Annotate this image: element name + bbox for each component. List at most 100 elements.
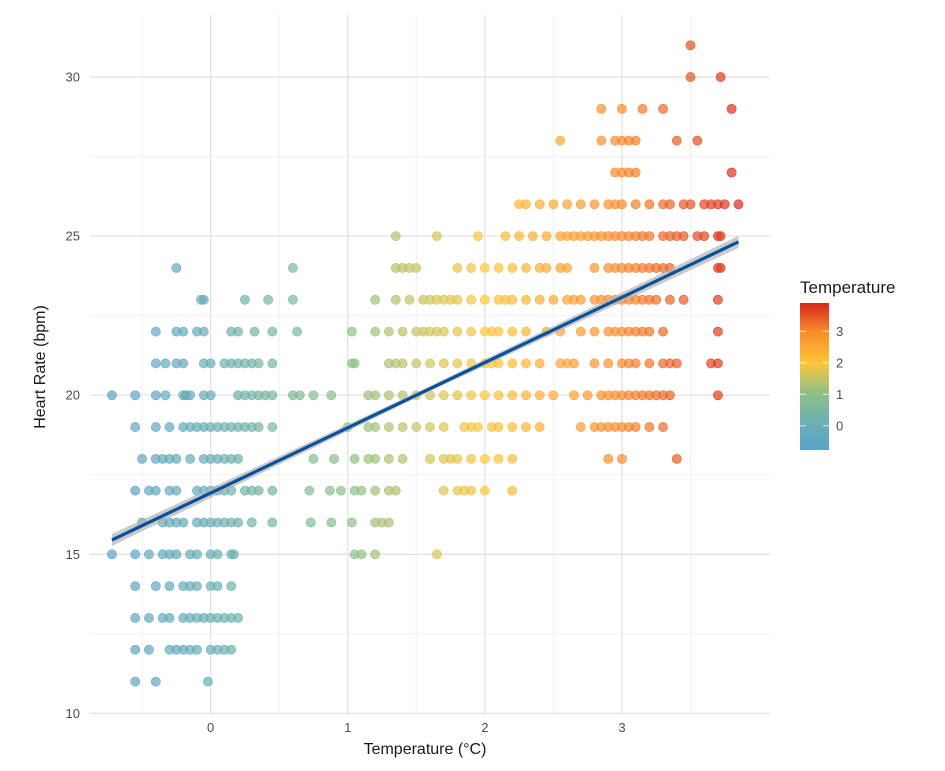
data-point bbox=[665, 199, 675, 210]
data-point bbox=[452, 263, 463, 273]
data-point bbox=[288, 294, 298, 305]
x-axis-title: Temperature (°C) bbox=[364, 741, 487, 758]
data-point bbox=[479, 485, 490, 496]
data-point bbox=[178, 517, 189, 528]
data-point bbox=[617, 103, 627, 114]
data-point bbox=[150, 358, 161, 369]
data-point bbox=[665, 294, 675, 305]
data-point bbox=[150, 422, 161, 432]
data-point bbox=[294, 390, 305, 401]
data-point bbox=[582, 390, 593, 401]
data-point bbox=[452, 294, 463, 305]
data-point bbox=[438, 390, 449, 401]
data-point bbox=[346, 517, 357, 528]
data-point bbox=[370, 453, 381, 464]
y-tick-label: 25 bbox=[66, 229, 80, 244]
data-point bbox=[383, 453, 394, 464]
data-point bbox=[589, 358, 600, 369]
color-legend: Temperature 0 1 2 3 bbox=[800, 278, 895, 450]
data-point bbox=[335, 485, 346, 496]
data-point bbox=[493, 390, 504, 401]
data-point bbox=[411, 358, 422, 369]
x-tick-label: 0 bbox=[207, 720, 214, 735]
data-point bbox=[658, 422, 668, 432]
legend-tick-label: 0 bbox=[836, 418, 843, 433]
data-point bbox=[438, 358, 449, 369]
data-point bbox=[198, 326, 209, 337]
data-point bbox=[253, 485, 264, 496]
data-point bbox=[575, 199, 586, 210]
data-point bbox=[267, 326, 278, 337]
data-point bbox=[493, 326, 504, 337]
data-point bbox=[521, 326, 531, 337]
data-point bbox=[630, 358, 641, 369]
data-point bbox=[383, 390, 394, 401]
data-point bbox=[685, 199, 696, 210]
data-point bbox=[685, 40, 696, 51]
data-point bbox=[671, 453, 682, 464]
data-point bbox=[212, 581, 223, 592]
data-point bbox=[171, 549, 182, 560]
data-point bbox=[397, 326, 408, 337]
legend-tick-label: 1 bbox=[836, 387, 843, 402]
data-point bbox=[326, 517, 337, 528]
data-point bbox=[589, 263, 600, 273]
data-point bbox=[589, 199, 600, 210]
data-point bbox=[205, 358, 216, 369]
data-point bbox=[630, 422, 641, 432]
data-point bbox=[130, 422, 141, 432]
legend-ticks: 0 1 2 3 bbox=[800, 324, 843, 433]
data-point bbox=[233, 517, 243, 528]
data-point bbox=[452, 453, 463, 464]
data-point bbox=[473, 231, 483, 242]
data-point bbox=[160, 358, 171, 369]
y-tick-label: 15 bbox=[66, 547, 80, 562]
data-point bbox=[160, 390, 171, 401]
data-point bbox=[541, 263, 552, 273]
data-point bbox=[304, 485, 315, 496]
data-point bbox=[411, 422, 422, 432]
data-point bbox=[253, 358, 264, 369]
data-point bbox=[713, 294, 723, 305]
data-point bbox=[292, 326, 302, 337]
data-point bbox=[521, 390, 531, 401]
data-point bbox=[137, 453, 147, 464]
data-point bbox=[651, 294, 662, 305]
data-point bbox=[438, 326, 449, 337]
data-point bbox=[397, 453, 408, 464]
data-point bbox=[569, 390, 579, 401]
y-axis-title: Heart Rate (bpm) bbox=[32, 305, 49, 429]
data-point bbox=[534, 422, 545, 432]
data-point bbox=[325, 485, 335, 496]
data-point bbox=[185, 453, 195, 464]
data-point bbox=[534, 294, 545, 305]
data-point bbox=[171, 263, 182, 273]
data-point bbox=[630, 167, 641, 178]
data-point bbox=[562, 199, 572, 210]
data-point bbox=[130, 485, 141, 496]
data-point bbox=[130, 644, 141, 655]
data-point bbox=[671, 358, 682, 369]
y-axis-ticks: 10 15 20 25 30 bbox=[66, 70, 80, 721]
x-tick-label: 1 bbox=[344, 720, 351, 735]
data-point bbox=[267, 517, 278, 528]
data-point bbox=[507, 390, 518, 401]
data-point bbox=[678, 294, 689, 305]
data-point bbox=[150, 326, 161, 337]
x-tick-label: 3 bbox=[618, 720, 625, 735]
data-point bbox=[308, 453, 319, 464]
data-point bbox=[263, 294, 274, 305]
data-point bbox=[527, 231, 538, 242]
data-point bbox=[596, 135, 607, 146]
data-point bbox=[370, 294, 381, 305]
data-point bbox=[548, 390, 559, 401]
data-point bbox=[164, 581, 175, 592]
data-point bbox=[575, 422, 586, 432]
data-point bbox=[253, 422, 264, 432]
data-point bbox=[192, 549, 202, 560]
data-point bbox=[534, 358, 545, 369]
data-point bbox=[425, 358, 435, 369]
data-point bbox=[438, 485, 449, 496]
data-point bbox=[431, 549, 442, 560]
data-point bbox=[479, 453, 490, 464]
